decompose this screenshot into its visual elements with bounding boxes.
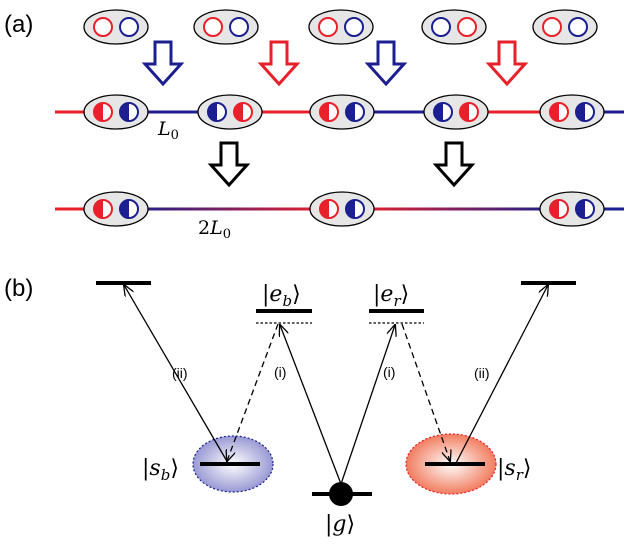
arrow-down-black-1 <box>209 141 249 187</box>
state-label-eb: |eb⟩ <box>262 282 301 310</box>
transition-g-to-er <box>340 325 395 485</box>
state-label-g: |g⟩ <box>325 512 355 537</box>
transition-g-to-eb <box>280 325 342 485</box>
state-label-sb: |sb⟩ <box>142 456 179 484</box>
pair-row1-3 <box>308 9 374 45</box>
pair-row2-2 <box>197 94 263 130</box>
transition-sb-to-top-left <box>124 285 229 464</box>
pair-row2-3 <box>309 94 375 130</box>
pair-row3-2 <box>309 191 375 227</box>
arrow-down-red-2 <box>487 40 527 86</box>
pair-row2-1 <box>83 94 149 130</box>
pair-row1-4 <box>421 9 487 45</box>
label-i-left: (i) <box>274 364 286 380</box>
label-ii-right: (ii) <box>474 365 490 381</box>
pair-row3-1 <box>83 191 149 227</box>
pair-row1-5 <box>532 9 598 45</box>
panel-a-label: (a) <box>4 11 33 38</box>
pair-row2-5 <box>539 94 605 130</box>
arrow-down-red-1 <box>259 40 299 86</box>
ground-state-dot <box>329 482 353 506</box>
label-i-right: (i) <box>383 364 395 380</box>
row3-line-gradient-2 <box>358 207 556 211</box>
transition-er-to-sr <box>401 323 450 461</box>
state-label-er: |er⟩ <box>373 282 409 310</box>
label-ii-left: (ii) <box>172 365 188 381</box>
pair-row1-1 <box>83 9 149 45</box>
pair-row1-2 <box>193 9 259 45</box>
pair-row2-4 <box>423 94 489 130</box>
state-label-sr: |sr⟩ <box>497 456 531 484</box>
transition-sr-to-top-right <box>455 285 548 464</box>
transition-eb-to-sb <box>227 323 279 461</box>
panel-b-label: (b) <box>4 275 33 302</box>
arrow-down-blue-1 <box>143 40 183 86</box>
segment-label-L0: L0 <box>157 118 179 143</box>
segment-label-2L0: 2L0 <box>198 217 231 242</box>
arrow-down-blue-2 <box>366 40 406 86</box>
pair-row3-3 <box>539 191 605 227</box>
row3-line-gradient-1 <box>132 207 326 211</box>
arrow-down-black-2 <box>434 141 474 187</box>
